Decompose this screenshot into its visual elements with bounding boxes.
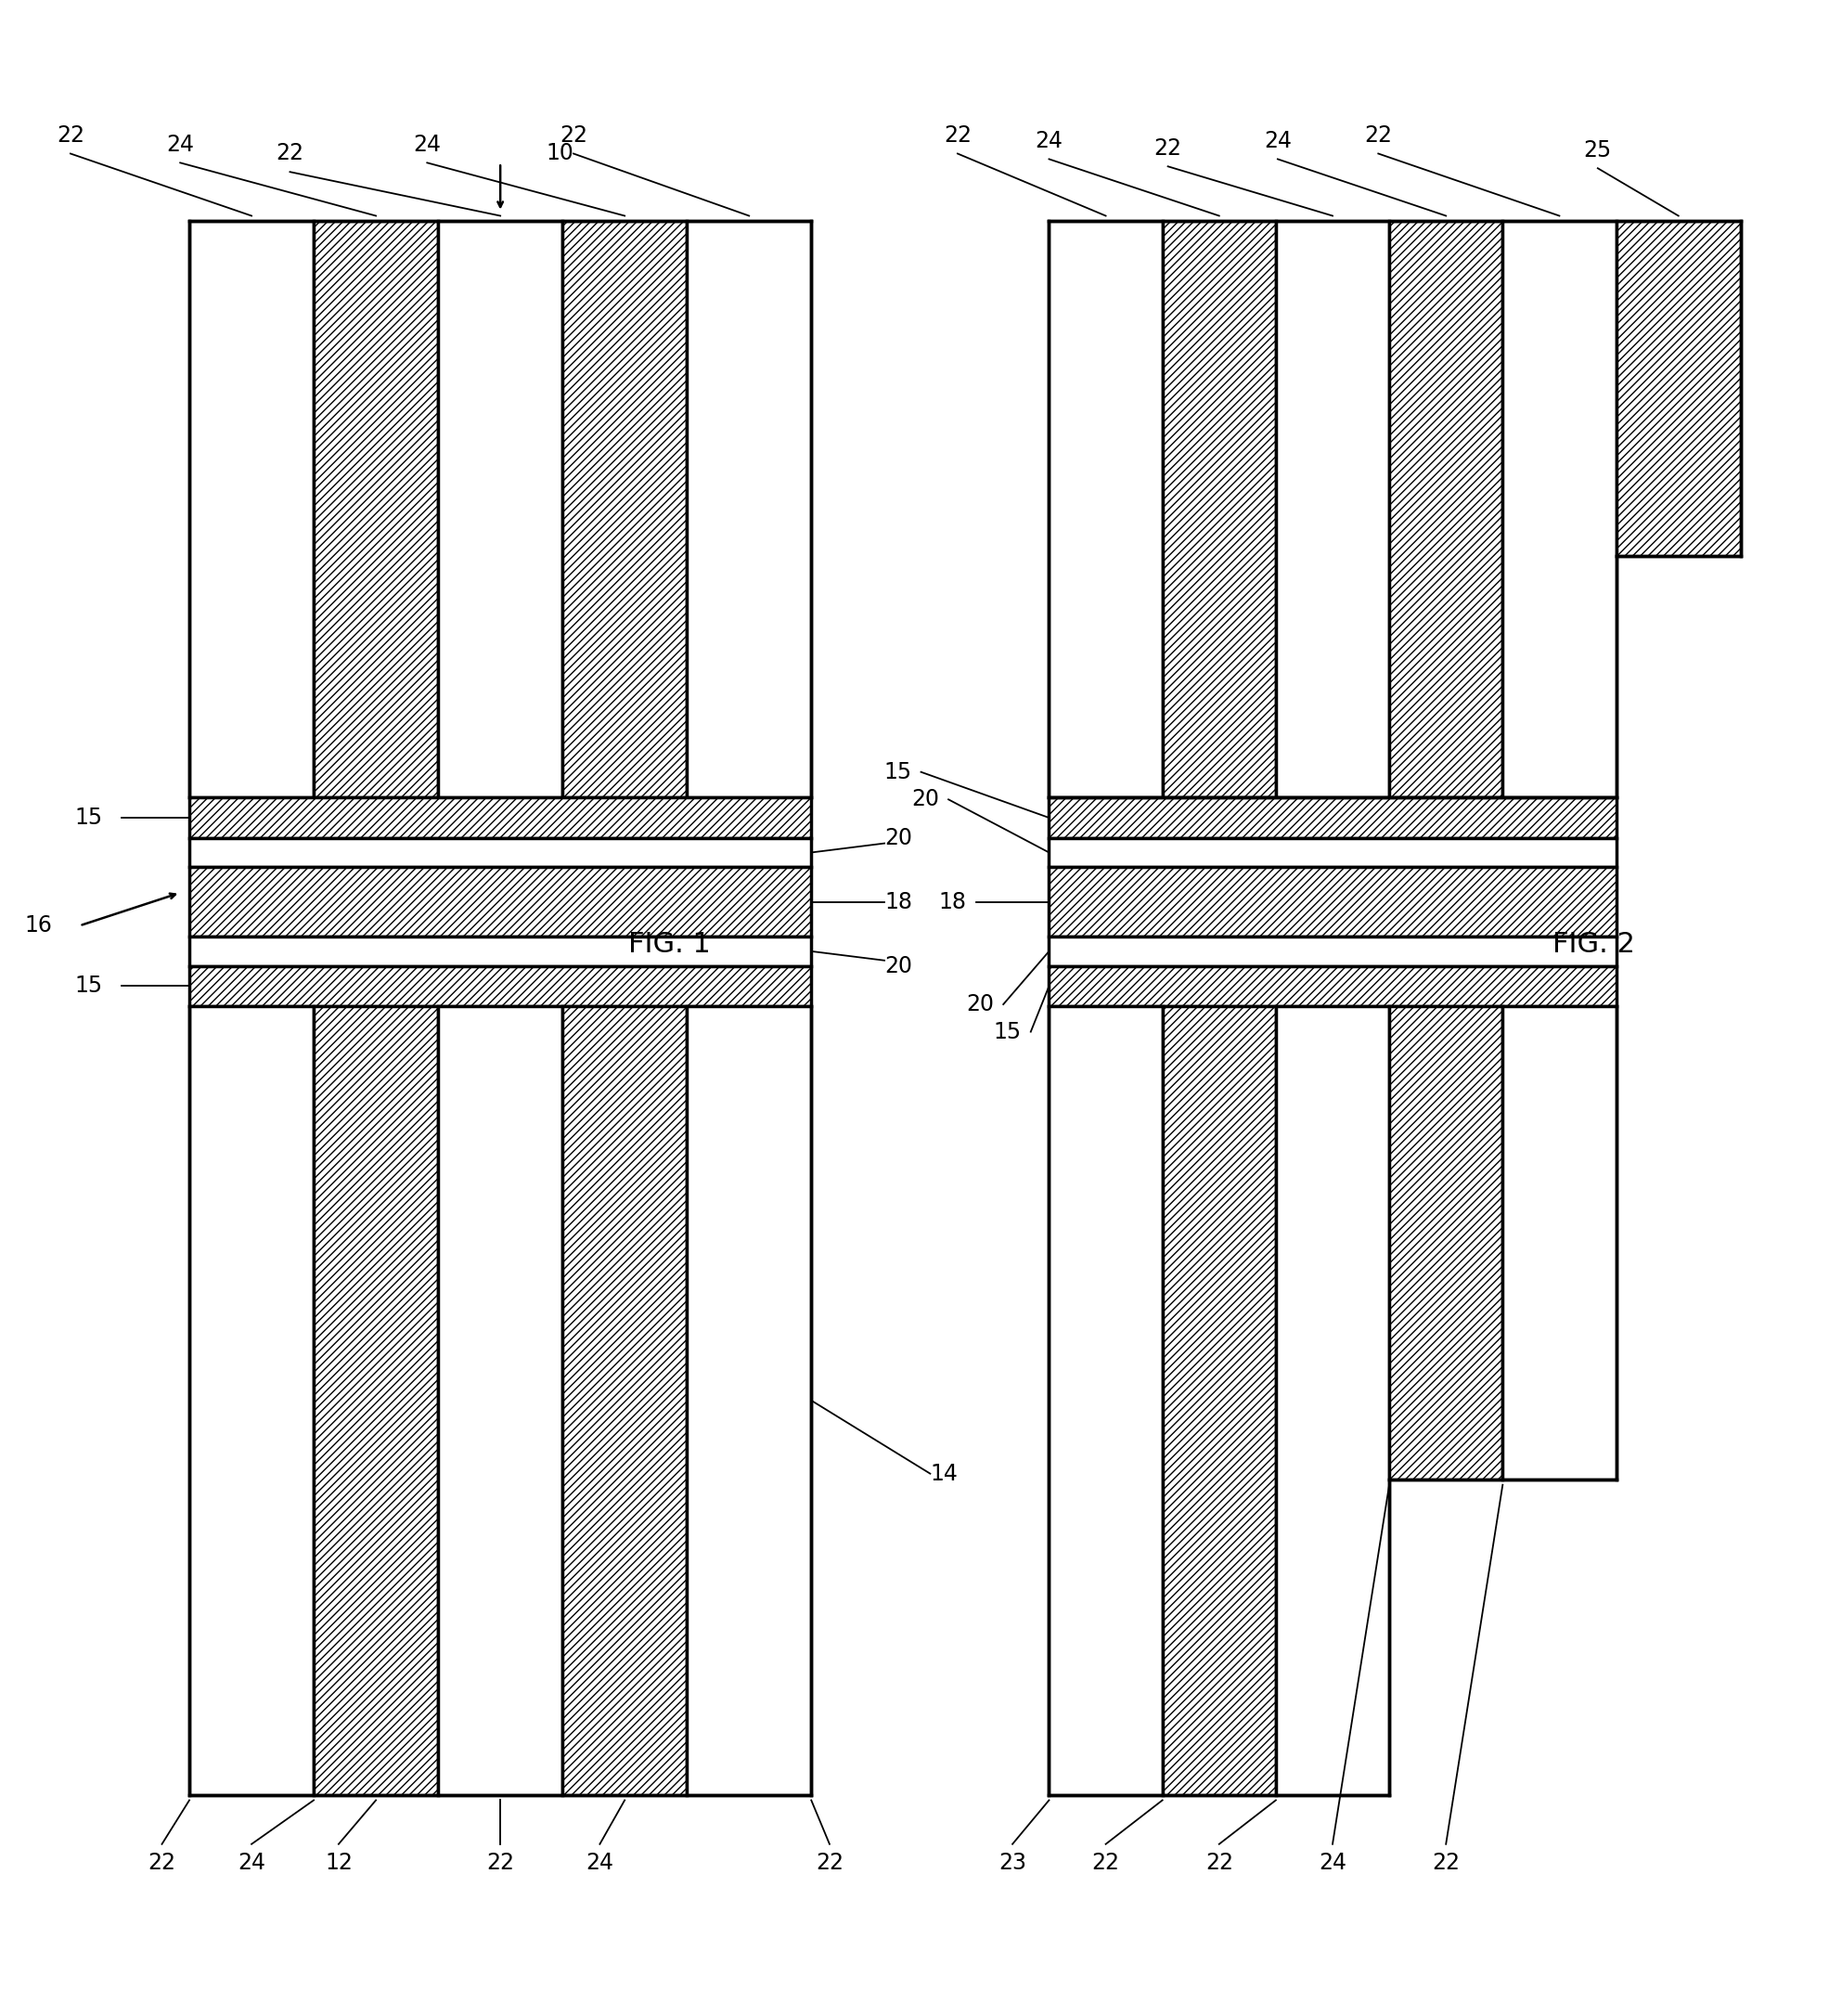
Bar: [438, 1006, 562, 1794]
Text: 24: 24: [1319, 1851, 1347, 1873]
Text: 22: 22: [147, 1851, 175, 1873]
Text: 22: 22: [1431, 1851, 1461, 1873]
Text: 24: 24: [1035, 129, 1063, 151]
Text: 20: 20: [967, 994, 995, 1016]
Bar: [1503, 222, 1615, 798]
Bar: [1050, 798, 1615, 839]
Bar: [438, 222, 562, 798]
Text: 20: 20: [884, 827, 912, 849]
Bar: [1162, 222, 1277, 798]
Text: 22: 22: [1205, 1851, 1232, 1873]
Bar: [190, 937, 810, 966]
Bar: [1615, 222, 1741, 556]
Text: 24: 24: [238, 1851, 265, 1873]
Text: 20: 20: [884, 956, 912, 978]
Bar: [1162, 1006, 1277, 1794]
Bar: [1050, 937, 1615, 966]
Text: 18: 18: [939, 891, 967, 913]
Bar: [313, 222, 438, 798]
Bar: [1050, 1006, 1162, 1794]
Bar: [1277, 222, 1389, 798]
Text: 22: 22: [57, 125, 85, 147]
Text: 22: 22: [816, 1851, 844, 1873]
Bar: [1050, 839, 1615, 867]
Text: 24: 24: [1264, 129, 1291, 151]
Bar: [190, 867, 810, 937]
Text: 22: 22: [1365, 125, 1393, 147]
Bar: [1050, 222, 1162, 798]
Text: 22: 22: [1092, 1851, 1120, 1873]
Text: 25: 25: [1584, 139, 1612, 161]
Text: 24: 24: [586, 1851, 613, 1873]
Bar: [313, 1006, 438, 1794]
Bar: [687, 222, 810, 798]
Bar: [190, 966, 810, 1006]
Bar: [1389, 1006, 1503, 1480]
Bar: [1050, 966, 1615, 1006]
Text: 16: 16: [24, 915, 52, 937]
Text: 12: 12: [324, 1851, 352, 1873]
Text: 22: 22: [276, 143, 304, 165]
Bar: [562, 222, 687, 798]
Text: 20: 20: [912, 788, 939, 810]
Bar: [1389, 222, 1503, 798]
Text: 15: 15: [884, 760, 912, 782]
Text: 14: 14: [930, 1462, 958, 1484]
Bar: [1503, 1006, 1615, 1480]
Text: 10: 10: [545, 143, 573, 165]
Text: 22: 22: [560, 125, 588, 147]
Bar: [1277, 1006, 1389, 1794]
Bar: [687, 1006, 810, 1794]
Text: FIG. 1: FIG. 1: [628, 931, 711, 958]
Bar: [190, 1006, 313, 1794]
Bar: [190, 222, 313, 798]
Text: 15: 15: [993, 1020, 1022, 1042]
Text: 18: 18: [884, 891, 912, 913]
Bar: [190, 839, 810, 867]
Text: 22: 22: [486, 1851, 514, 1873]
Text: 22: 22: [1153, 137, 1183, 159]
Text: 22: 22: [943, 125, 971, 147]
Text: 15: 15: [76, 806, 103, 829]
Bar: [1050, 867, 1615, 937]
Text: FIG. 2: FIG. 2: [1553, 931, 1634, 958]
Text: 24: 24: [166, 133, 193, 155]
Text: 15: 15: [76, 976, 103, 998]
Text: 23: 23: [998, 1851, 1026, 1873]
Bar: [190, 798, 810, 839]
Text: 24: 24: [413, 133, 440, 155]
Bar: [562, 1006, 687, 1794]
